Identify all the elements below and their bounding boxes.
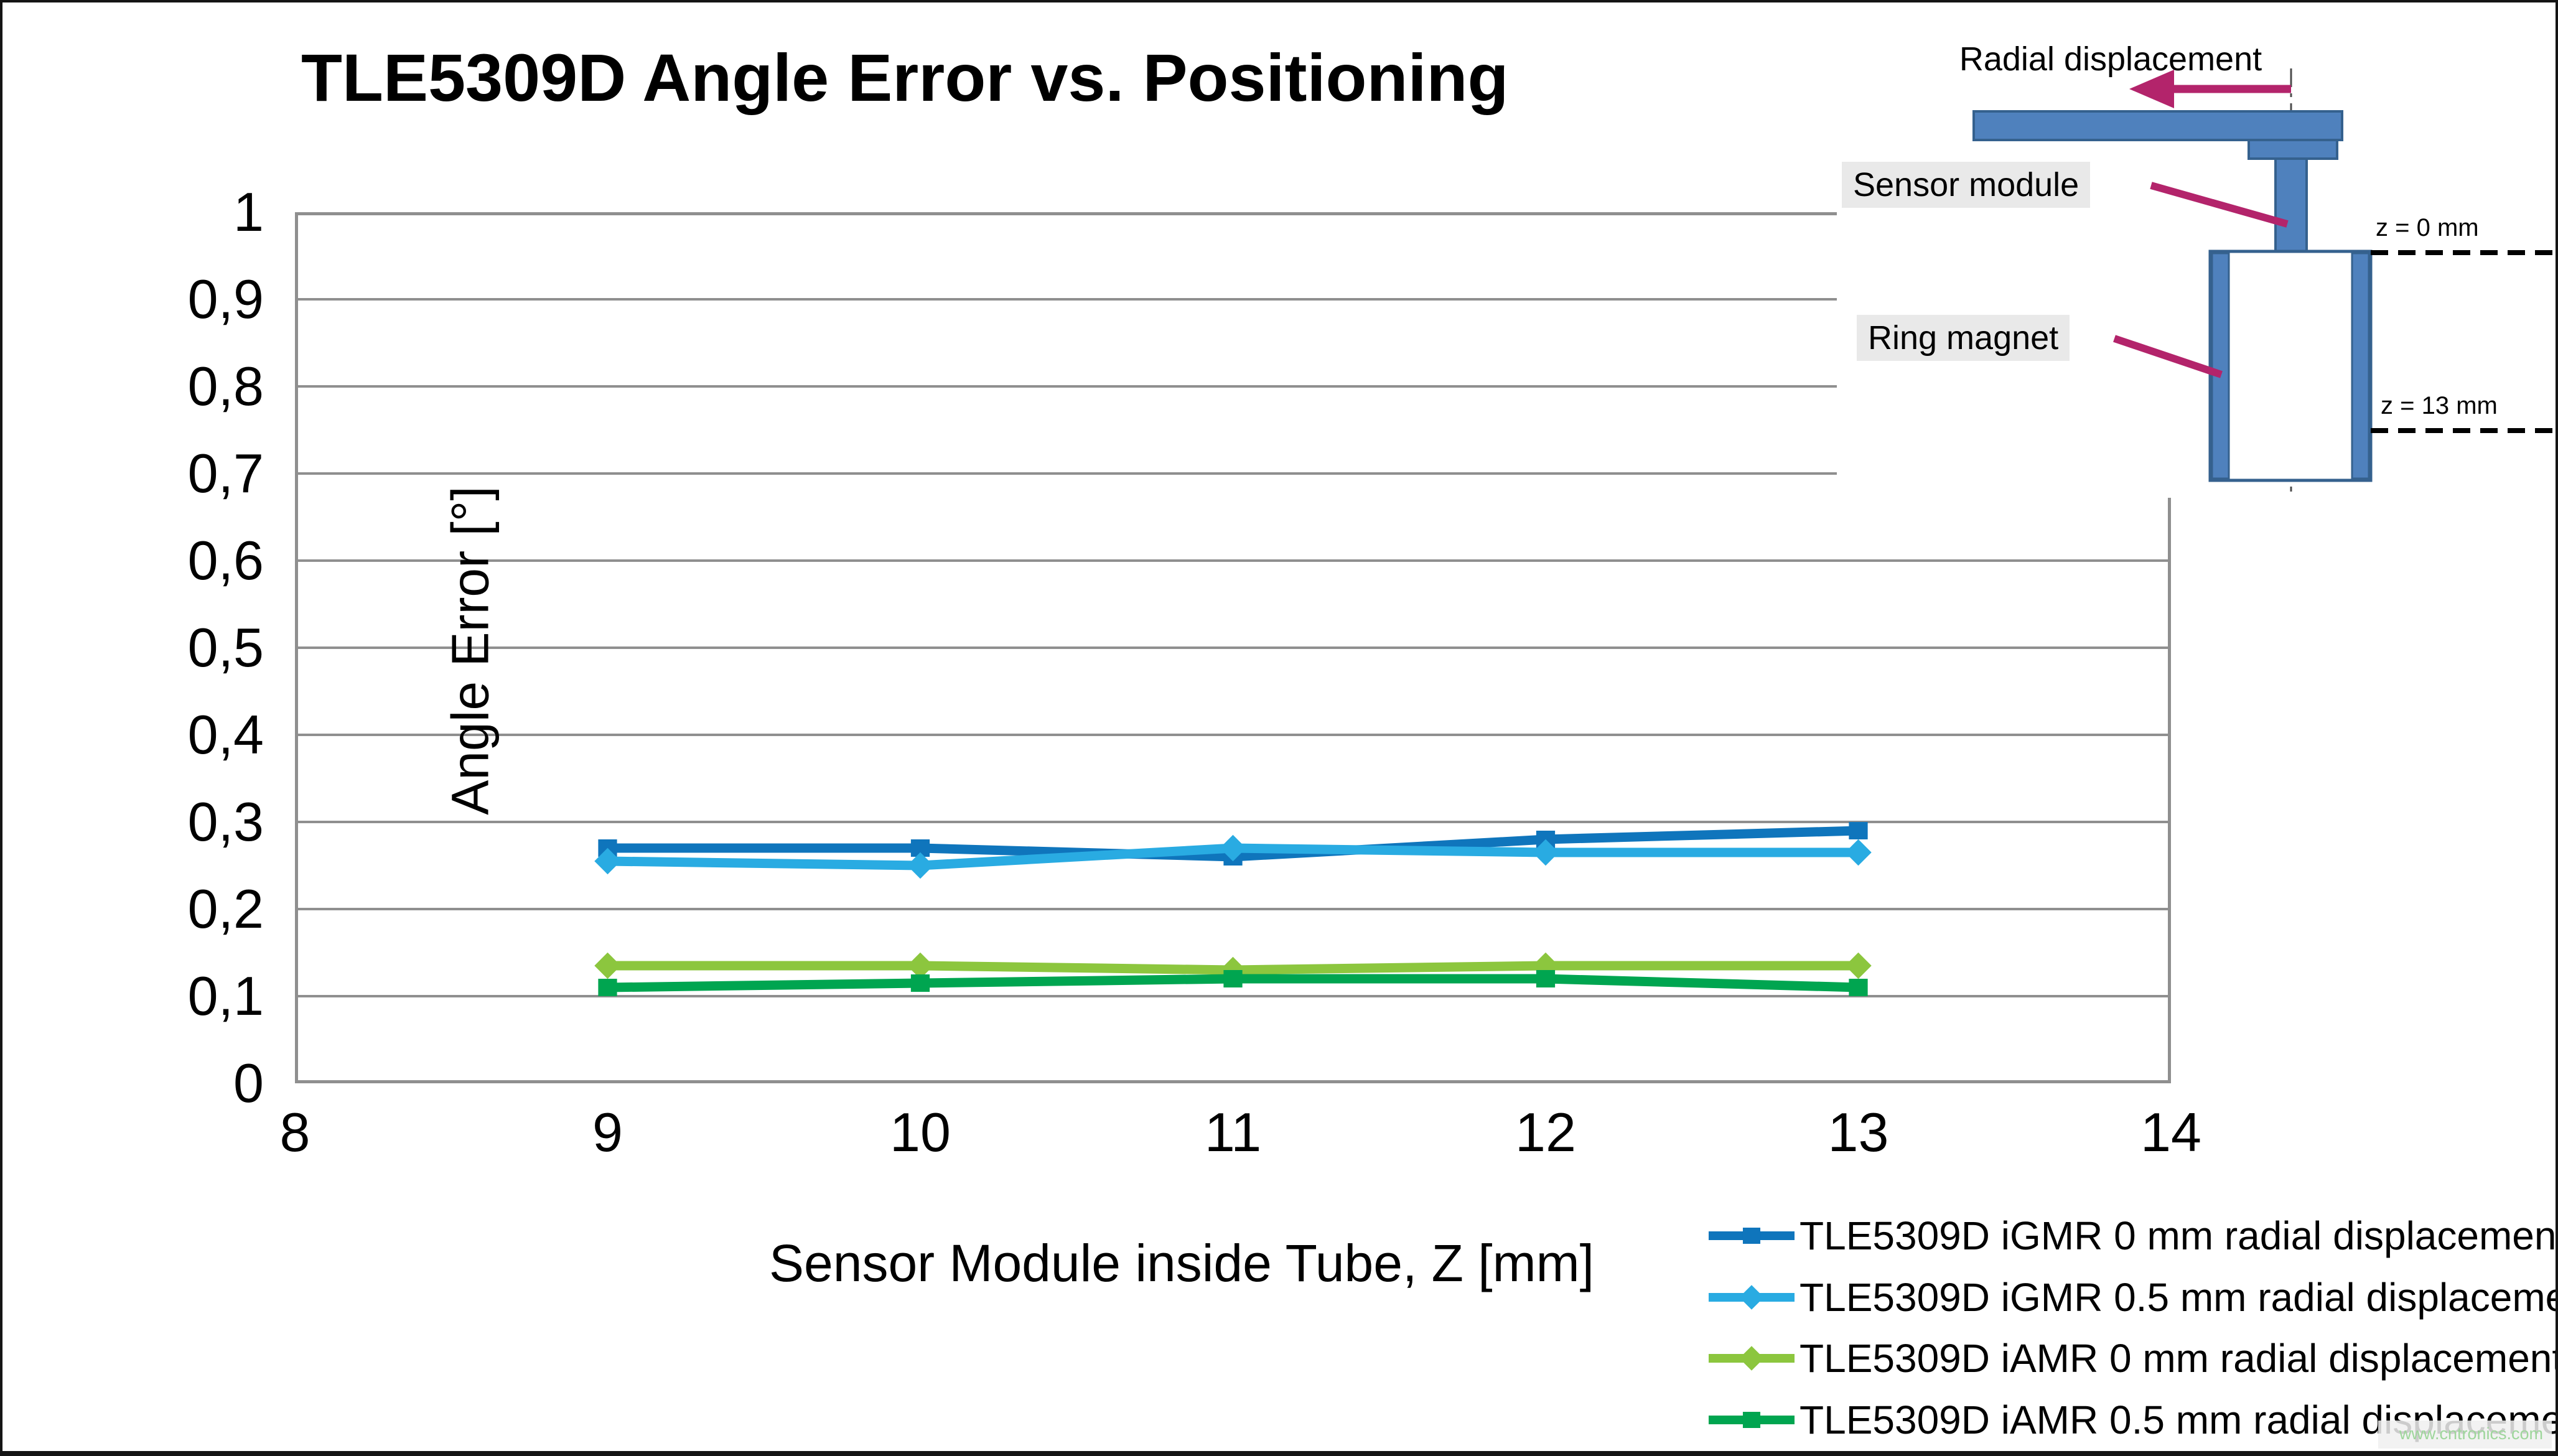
radial-arrow-head — [2129, 70, 2174, 108]
ring-magnet-callout-line — [2113, 335, 2223, 378]
data-point-marker — [910, 974, 930, 992]
x-tick-label: 10 — [890, 1101, 951, 1163]
legend-marker-square — [1709, 1217, 1795, 1254]
plot-area — [295, 212, 2171, 1083]
y-tick-label: 0,7 — [187, 442, 264, 504]
y-tick-label: 0,3 — [187, 791, 264, 852]
legend-item: TLE5309D iGMR 0.5 mm radial displacement — [1709, 1267, 2558, 1328]
z0-label: z = 0 mm — [2376, 214, 2479, 241]
sensor-module-label: Sensor module — [1842, 162, 2091, 208]
legend-marker-diamond — [1709, 1279, 1795, 1316]
y-tick-label: 0 — [233, 1052, 264, 1114]
x-axis-title: Sensor Module inside Tube, Z [mm] — [769, 1234, 1594, 1292]
chart-title: TLE5309D Angle Error vs. Positioning — [301, 40, 1509, 115]
data-point-marker — [907, 952, 934, 979]
legend-marker-square — [1709, 1401, 1795, 1439]
z13-label: z = 13 mm — [2381, 392, 2498, 419]
x-tick-label: 13 — [1827, 1101, 1889, 1163]
radial-displacement-label: Radial displacement — [1959, 40, 2262, 78]
data-point-marker — [598, 979, 617, 996]
x-tick-label: 14 — [2140, 1101, 2201, 1163]
y-tick-label: 0,4 — [187, 704, 264, 765]
setup-diagram-shapes — [1972, 68, 2554, 492]
data-point-marker — [1223, 970, 1243, 987]
data-point-marker — [907, 852, 934, 879]
data-point-marker — [1845, 952, 1872, 979]
data-point-marker — [1742, 1411, 1761, 1428]
legend-label: TLE5309D iGMR 0.5 mm radial displacement — [1799, 1274, 2558, 1320]
legend-item: TLE5309D iGMR 0 mm radial displacement — [1709, 1205, 2558, 1267]
setup-diagram: Radial displacement Sensor module Ring m… — [1837, 5, 2556, 498]
ring-magnet-label: Ring magnet — [1857, 315, 2070, 361]
data-point-marker — [1220, 834, 1246, 862]
y-tick-label: 0,6 — [187, 530, 264, 591]
chart-legend: TLE5309D iGMR 0 mm radial displacement TL… — [1709, 1205, 2558, 1450]
data-point-marker — [1739, 1346, 1764, 1371]
ring-magnet-left-wall — [2211, 252, 2230, 480]
y-tick-label: 1 — [233, 181, 264, 243]
legend-item: TLE5309D iAMR 0 mm radial displacement — [1709, 1328, 2558, 1389]
data-point-marker — [594, 847, 621, 875]
y-tick-label: 0,5 — [187, 617, 264, 678]
y-tick-label: 0,9 — [187, 268, 264, 330]
legend-label: TLE5309D iGMR 0 mm radial displacement — [1799, 1213, 2558, 1259]
data-point-marker — [1849, 979, 1868, 996]
x-tick-label: 12 — [1515, 1101, 1576, 1163]
fixture-arm — [1972, 110, 2343, 141]
data-point-marker — [1849, 822, 1868, 839]
plot-border — [295, 212, 2171, 1083]
fixture-block — [2248, 139, 2338, 160]
ring-magnet-right-wall — [2351, 252, 2370, 480]
watermark: www.cntronics.com — [2378, 1421, 2552, 1449]
data-point-marker — [1739, 1284, 1764, 1310]
legend-label: TLE5309D iAMR 0 mm radial displacement — [1799, 1336, 2558, 1381]
x-tick-label: 8 — [279, 1101, 310, 1163]
y-tick-label: 0,8 — [187, 355, 264, 417]
data-point-marker — [594, 952, 621, 979]
y-axis-title: Angle Error [°] — [441, 486, 500, 815]
y-tick-label: 0,2 — [187, 878, 264, 940]
data-point-marker — [1536, 970, 1556, 987]
data-point-marker — [1742, 1228, 1761, 1244]
x-tick-label: 11 — [1204, 1101, 1262, 1163]
sensor-module-callout-line — [2150, 182, 2289, 228]
legend-marker-diamond — [1709, 1340, 1795, 1377]
ring-magnet-outline — [2208, 250, 2373, 482]
data-point-marker — [1845, 839, 1872, 866]
y-tick-label: 0,1 — [187, 965, 264, 1027]
sensor-rod — [2274, 157, 2308, 253]
x-tick-label: 9 — [592, 1101, 623, 1163]
